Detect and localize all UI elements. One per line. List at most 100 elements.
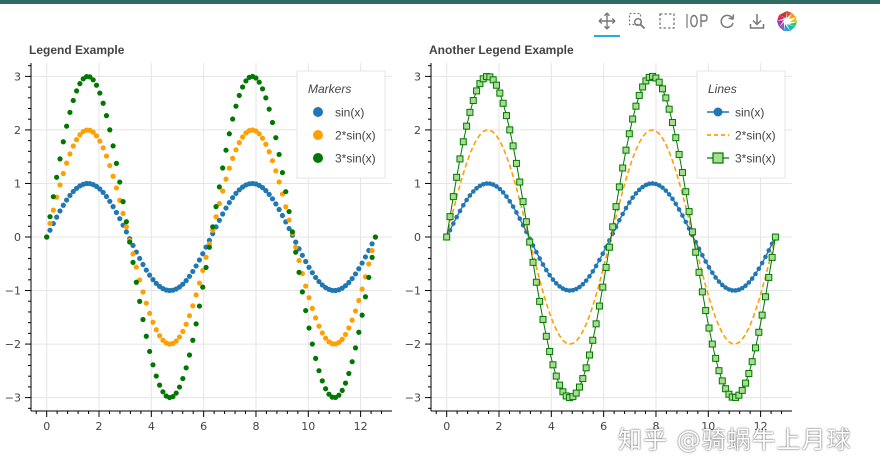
data-point <box>60 139 66 145</box>
y-tick-label: 2 <box>414 124 421 137</box>
data-point <box>519 198 527 206</box>
data-point <box>130 259 136 265</box>
data-point <box>313 355 319 361</box>
data-point <box>143 267 149 273</box>
data-point <box>583 278 589 283</box>
data-point <box>127 239 133 245</box>
data-point <box>443 233 451 241</box>
data-point <box>306 264 312 270</box>
data-point <box>742 379 750 387</box>
data-point <box>609 223 617 231</box>
save-tool[interactable] <box>742 7 772 35</box>
data-point <box>369 254 375 260</box>
data-point <box>90 77 96 83</box>
data-point <box>635 91 643 99</box>
data-point <box>176 384 183 390</box>
x-tick-label: 4 <box>148 420 155 433</box>
data-point <box>547 272 552 278</box>
data-point <box>632 102 640 110</box>
data-point <box>500 190 506 195</box>
data-point <box>622 146 630 154</box>
data-point <box>259 185 266 191</box>
data-point <box>289 229 296 235</box>
data-point <box>666 192 672 197</box>
legend-glyph <box>313 107 323 117</box>
reset-icon <box>720 14 735 29</box>
data-point <box>457 208 463 214</box>
data-point <box>303 283 309 289</box>
data-point <box>147 272 153 278</box>
data-point <box>599 283 607 291</box>
data-point <box>93 82 100 88</box>
data-point <box>556 381 564 389</box>
data-point <box>473 87 481 95</box>
data-point <box>173 390 179 396</box>
data-point <box>113 185 120 191</box>
data-point <box>605 243 613 251</box>
legend-label: 2*sin(x) <box>735 129 776 143</box>
box-select-tool[interactable] <box>652 7 682 35</box>
data-point <box>186 352 193 358</box>
data-point <box>147 348 153 355</box>
reset-tool[interactable] <box>712 7 742 35</box>
data-point <box>739 285 745 291</box>
data-point <box>110 143 116 149</box>
data-point <box>279 169 286 176</box>
data-point <box>313 315 319 321</box>
legend-title: Lines <box>708 82 737 96</box>
data-point <box>678 169 686 177</box>
save-icon <box>749 14 765 29</box>
data-point <box>506 126 514 134</box>
data-point <box>186 273 193 279</box>
data-point <box>540 262 546 267</box>
legend-glyph <box>313 153 323 163</box>
data-point <box>516 178 524 186</box>
data-point <box>203 264 209 271</box>
data-point <box>484 181 489 186</box>
data-point <box>573 286 579 292</box>
data-point <box>259 86 266 92</box>
pan-tool[interactable] <box>592 7 622 37</box>
legend: Lines sin(x) 2*sin(x) 3*sin(x) <box>696 70 786 179</box>
x-tick-label: 4 <box>548 420 555 433</box>
data-point <box>97 90 103 96</box>
legend-label: 2*sin(x) <box>335 129 376 143</box>
data-point <box>276 206 282 213</box>
data-point <box>299 289 305 295</box>
data-point <box>44 234 50 240</box>
data-point <box>223 147 229 153</box>
data-point <box>293 249 299 255</box>
data-point <box>183 278 189 284</box>
data-point <box>220 188 226 194</box>
data-point <box>176 334 183 340</box>
data-point <box>700 252 705 258</box>
data-point <box>346 279 352 286</box>
data-point <box>266 106 272 112</box>
data-point <box>67 151 73 157</box>
data-point <box>296 257 302 264</box>
data-point <box>602 263 610 271</box>
data-point <box>630 195 635 200</box>
x-tick-label: 8 <box>252 420 259 433</box>
data-point <box>629 115 637 123</box>
data-point <box>663 188 669 193</box>
legend-glyph <box>313 130 323 140</box>
data-point <box>502 112 510 120</box>
data-point <box>745 370 753 378</box>
data-point <box>47 214 53 220</box>
bokeh-logo-link[interactable] <box>772 7 802 35</box>
data-point <box>117 216 123 222</box>
data-point <box>273 135 279 141</box>
data-point <box>712 354 720 362</box>
data-point <box>323 335 329 341</box>
box-zoom-tool[interactable] <box>622 7 652 35</box>
data-point <box>186 313 193 319</box>
data-point <box>57 208 63 214</box>
data-point <box>342 331 349 338</box>
data-point <box>729 288 735 293</box>
wheel-zoom-tool[interactable] <box>682 7 712 35</box>
data-point <box>230 116 236 122</box>
data-point <box>688 228 696 236</box>
data-point <box>233 190 239 196</box>
